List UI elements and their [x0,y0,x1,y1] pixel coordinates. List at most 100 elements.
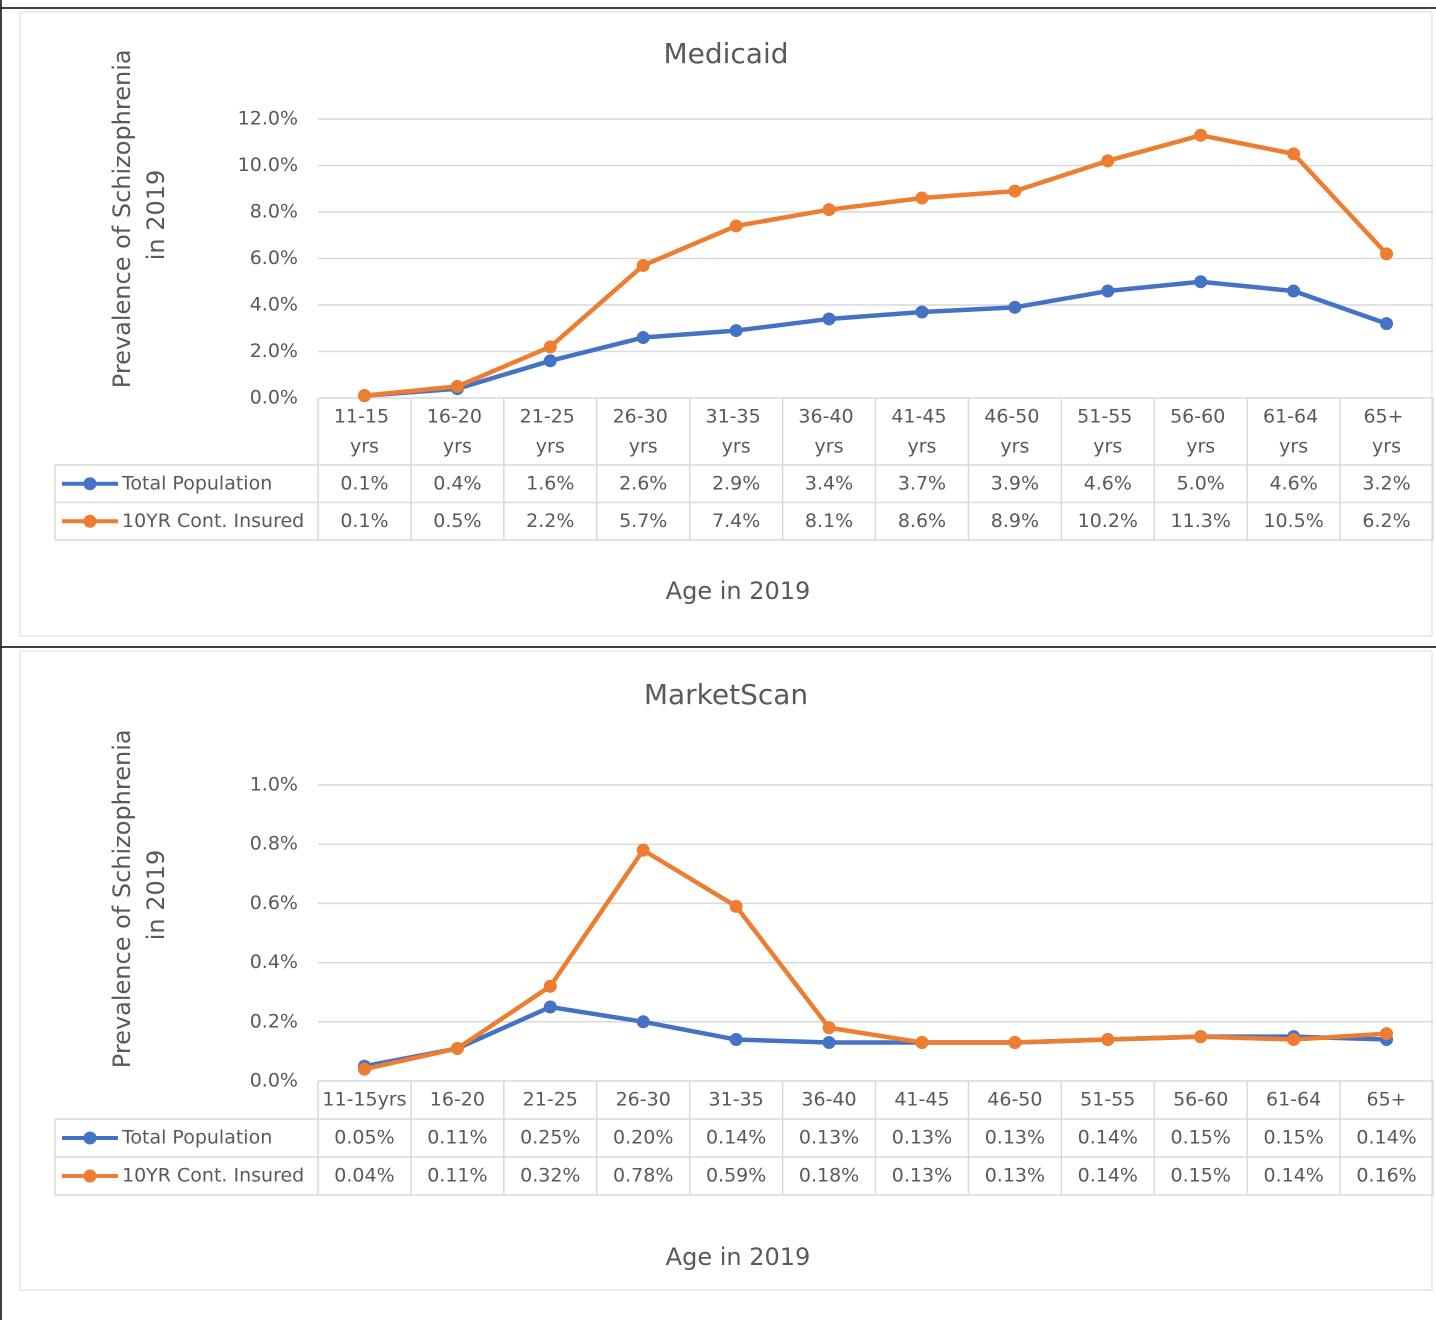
data-point [357,1062,371,1076]
data-label: 4.6% [1269,472,1317,494]
y-tick-label: 0.0% [250,1070,298,1092]
x-tick-label: 16-20 [430,1089,485,1111]
data-point [1194,128,1208,142]
data-label: 0.13% [892,1127,952,1149]
y-tick-label: 4.0% [250,294,298,316]
data-label: 2.2% [526,510,574,532]
data-label: 3.9% [991,472,1039,494]
data-label: 0.1% [340,510,388,532]
data-point [1287,1033,1301,1047]
y-tick-label: 0.6% [250,892,298,914]
data-point [636,258,650,272]
x-tick-label: 61-64 [1266,1089,1321,1111]
data-point [915,191,929,205]
data-point [1101,154,1115,168]
legend-marker [83,514,97,528]
x-tick-label: 46-50 yrs [984,405,1045,457]
data-point [450,379,464,393]
data-point [729,899,743,913]
data-point [543,979,557,993]
legend-label: 10YR Cont. Insured [122,510,304,532]
data-label: 0.20% [613,1127,673,1149]
data-point [543,1000,557,1014]
data-label: 0.14% [706,1127,766,1149]
y-tick-label: 0.0% [250,387,298,409]
data-point [1380,317,1394,331]
data-label: 0.32% [520,1165,580,1187]
x-tick-label: 31-35 yrs [706,405,767,457]
data-label: 3.4% [805,472,853,494]
series-line [363,847,1387,1072]
data-label: 0.14% [1356,1127,1416,1149]
x-tick-label: 26-30 [616,1089,671,1111]
data-label: 0.25% [520,1127,580,1149]
x-tick-label: 16-20 yrs [427,405,488,457]
data-label: 0.15% [1263,1127,1323,1149]
x-axis-title: Age in 2019 [666,577,811,605]
legend-label: Total Population [121,1127,272,1149]
data-label: 0.15% [1171,1127,1231,1149]
data-label: 0.59% [706,1165,766,1187]
data-point [1008,184,1022,198]
series-line [364,133,1389,398]
y-tick-label: 2.0% [250,340,298,362]
data-label: 0.14% [1078,1127,1138,1149]
data-point [1287,147,1301,161]
data-point [729,324,743,338]
data-label: 1.6% [526,472,574,494]
data-point [915,305,929,319]
data-label: 0.16% [1356,1165,1416,1187]
data-label: 3.2% [1362,472,1410,494]
y-tick-label: 12.0% [238,108,298,130]
y-tick-label: 0.4% [250,951,298,973]
data-point [822,1036,836,1050]
x-tick-label: 36-40 [801,1089,856,1111]
data-label: 0.1% [340,472,388,494]
legend-marker [83,477,97,491]
chart-title: Medicaid [663,37,788,70]
data-label: 0.5% [433,510,481,532]
x-tick-label: 41-45 yrs [891,405,952,457]
data-label: 6.2% [1362,510,1410,532]
data-point [1101,1033,1115,1047]
x-tick-label: 46-50 [987,1089,1042,1111]
y-tick-label: 0.2% [250,1010,298,1032]
y-tick-label: 1.0% [250,774,298,796]
legend-marker [83,1169,97,1183]
data-label: 0.18% [799,1165,859,1187]
x-tick-label: 61-64 yrs [1263,405,1324,457]
x-tick-label: 21-25 [523,1089,578,1111]
data-point [1101,284,1115,298]
data-label: 0.13% [892,1165,952,1187]
y-axis-title: Prevalence of Schizophrenia in 2019 [108,722,170,1068]
data-label: 5.0% [1177,472,1225,494]
data-label: 8.1% [805,510,853,532]
data-point [357,389,371,403]
data-label: 0.78% [613,1165,673,1187]
x-tick-label: 36-40 yrs [798,405,859,457]
legend-marker [83,1131,97,1145]
data-label: 10.2% [1078,510,1138,532]
data-point [1194,275,1208,289]
data-point [636,1015,650,1029]
data-point [915,1036,929,1050]
data-point [1008,1036,1022,1050]
data-label: 8.9% [991,510,1039,532]
x-tick-label: 31-35 [709,1089,764,1111]
x-tick-label: 41-45 [894,1089,949,1111]
data-point [636,843,650,857]
data-label: 4.6% [1084,472,1132,494]
data-point [1008,300,1022,314]
y-tick-label: 8.0% [250,201,298,223]
legend-label: Total Population [121,472,272,494]
legend-label: 10YR Cont. Insured [122,1165,304,1187]
series-line [364,279,1388,398]
y-tick-label: 0.8% [250,833,298,855]
data-point [636,331,650,345]
data-point [543,340,557,354]
data-label: 0.13% [985,1165,1045,1187]
x-tick-label: 11-15 yrs [334,405,395,457]
x-tick-label: 21-25 yrs [520,405,581,457]
data-label: 0.15% [1171,1165,1231,1187]
